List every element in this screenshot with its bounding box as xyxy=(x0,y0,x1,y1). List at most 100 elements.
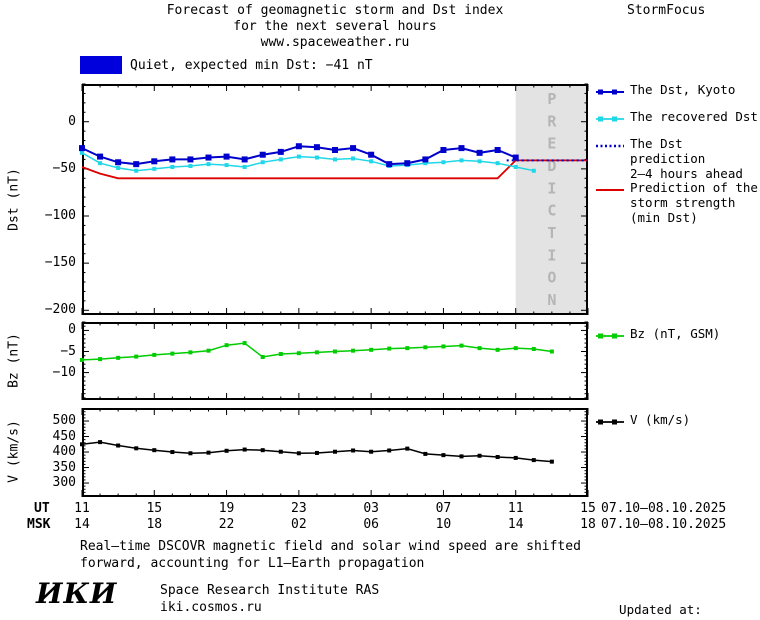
dst-axis-label: Dst (nT) xyxy=(6,168,22,231)
legend-label-bz: Bz (nT, GSM) xyxy=(630,326,721,341)
title-line1: Forecast of geomagnetic storm and Dst in… xyxy=(166,3,504,18)
svg-text:N: N xyxy=(547,291,556,309)
title-line2: for the next several hours xyxy=(233,19,437,34)
y-tick-label: −10 xyxy=(52,364,76,380)
solar-wind-chart xyxy=(80,408,589,497)
svg-text:I: I xyxy=(547,179,556,197)
dst-prediction-dotted-sample-icon xyxy=(596,144,624,148)
msk-tick-label: 18 xyxy=(146,517,163,532)
institute-site-link[interactable]: iki.cosmos.ru xyxy=(160,600,262,615)
y-tick-label: −5 xyxy=(60,343,76,359)
ut-tick-label: 15 xyxy=(146,501,163,516)
ut-tick-label: 19 xyxy=(218,501,235,516)
msk-tick-label: 14 xyxy=(74,517,90,532)
legend-item-bz: Bz (nT, GSM) xyxy=(595,326,720,342)
svg-text:I: I xyxy=(547,246,556,264)
ut-tick-label: 15 xyxy=(580,501,596,516)
legend-label-storm-strength-line3: (min Dst) xyxy=(630,210,698,225)
updated-label: Updated at: xyxy=(604,602,702,617)
y-tick-label: 500 xyxy=(52,413,76,429)
ut-tick-label: 11 xyxy=(507,501,524,516)
y-tick-label: 450 xyxy=(52,428,76,444)
y-tick-label: 300 xyxy=(52,475,76,491)
svg-text:C: C xyxy=(547,202,556,220)
y-tick-label: 400 xyxy=(52,444,76,460)
page-title: Forecast of geomagnetic storm and Dst in… xyxy=(55,3,615,51)
y-tick-label: 0 xyxy=(68,113,76,129)
ut-tick-label: 11 xyxy=(74,501,90,516)
legend-label-dst-prediction-line2: 2—4 hours ahead xyxy=(630,166,743,181)
msk-tick-label: 02 xyxy=(291,517,307,532)
msk-tick-label: 14 xyxy=(507,517,524,532)
series-the-recovered-dst xyxy=(80,150,536,173)
y-tick-label: −200 xyxy=(44,302,76,318)
title-url: www.spaceweather.ru xyxy=(260,35,410,50)
y-tick-label: −50 xyxy=(52,160,76,176)
series-the-dst-kyoto xyxy=(79,143,519,168)
status-text: Quiet, expected min Dst: −41 nT xyxy=(130,57,373,73)
y-tick-label: −100 xyxy=(44,208,76,223)
svg-text:P: P xyxy=(547,90,556,108)
bz-chart xyxy=(80,321,589,400)
msk-axis-label: MSK xyxy=(27,517,51,532)
svg-text:D: D xyxy=(547,157,556,175)
series-prediction-of-the-storm-strength-min-dst xyxy=(81,159,588,180)
ut-tick-label: 23 xyxy=(291,501,307,516)
legend-label-dst-prediction-line1: The Dst prediction xyxy=(630,136,706,166)
plot-border xyxy=(82,408,588,497)
axis-ticks xyxy=(81,83,589,315)
y-tick-label: −150 xyxy=(44,255,76,271)
ut-date-range: 07.10—08.10.2025 xyxy=(601,501,727,516)
legend-item-dst-kyoto: The Dst, Kyoto xyxy=(595,82,735,98)
dst-kyoto-line-sample-icon xyxy=(596,89,624,95)
legend-label-storm-strength: Prediction of the storm strength (min Ds… xyxy=(630,180,758,225)
msk-axis-row: MSK 07.10—08.10.2025 14 18 22 02 06 10 14 18 xyxy=(0,517,760,533)
y-tick-label: 350 xyxy=(52,459,76,475)
svg-text:T: T xyxy=(547,224,556,242)
msk-tick-label: 06 xyxy=(363,517,379,532)
legend-item-recovered-dst: The recovered Dst xyxy=(595,109,758,125)
recovered-dst-line-sample-icon xyxy=(596,116,624,122)
legend-item-dst-prediction: The Dst prediction 2—4 hours ahead xyxy=(595,136,760,181)
legend-label-storm-strength-line2: storm strength xyxy=(630,195,736,210)
legend-label-storm-strength-line1: Prediction of the xyxy=(630,180,758,195)
ut-tick-label: 03 xyxy=(363,501,379,516)
msk-tick-label: 22 xyxy=(218,517,235,532)
legend-label-v: V (km/s) xyxy=(630,412,691,427)
series-line xyxy=(81,152,534,172)
msk-date-range: 07.10—08.10.2025 xyxy=(601,517,727,532)
footer-note-line2: forward, accounting for L1—Earth propaga… xyxy=(80,556,425,571)
storm-status: Quiet, expected min Dst: −41 nT xyxy=(80,56,373,74)
institute-name: Space Research Institute RAS xyxy=(160,583,380,598)
legend-label-dst-prediction: The Dst prediction 2—4 hours ahead xyxy=(630,136,760,181)
plot-border xyxy=(82,322,588,400)
svg-text:O: O xyxy=(547,269,556,287)
legend-item-storm-strength: Prediction of the storm strength (min Ds… xyxy=(595,180,758,225)
brand-stormfocus: StormFocus xyxy=(627,3,706,18)
iki-logo: ИКИ xyxy=(36,577,118,610)
storm-strength-line-sample-icon xyxy=(596,189,624,191)
msk-tick-label: 18 xyxy=(580,517,596,532)
updated-block: Updated at: UT 11:05, 08.10.2025 MSK 14:… xyxy=(604,565,760,620)
y-tick-label: 0 xyxy=(68,322,76,338)
v-line-sample-icon xyxy=(596,419,624,425)
footer-note-line1: Real—time DSCOVR magnetic field and sola… xyxy=(80,539,581,554)
series-line xyxy=(81,159,588,180)
series-v-km-s xyxy=(80,440,554,464)
axis-ticks xyxy=(81,321,589,400)
svg-text:E: E xyxy=(547,135,556,153)
plot-border xyxy=(82,84,588,315)
legend-label-dst-kyoto: The Dst, Kyoto xyxy=(630,82,736,97)
prediction-zone xyxy=(515,84,588,315)
bz-line-sample-icon xyxy=(596,333,624,339)
status-color-box xyxy=(80,56,122,74)
ut-axis-label: UT xyxy=(34,501,50,516)
legend-item-v: V (km/s) xyxy=(595,412,690,428)
series-bz-nt-gsm xyxy=(80,341,554,362)
msk-tick-label: 10 xyxy=(435,517,452,532)
legend-label-recovered-dst: The recovered Dst xyxy=(630,109,758,124)
v-axis-label: V (km/s) xyxy=(6,420,22,483)
svg-text:R: R xyxy=(547,112,557,130)
